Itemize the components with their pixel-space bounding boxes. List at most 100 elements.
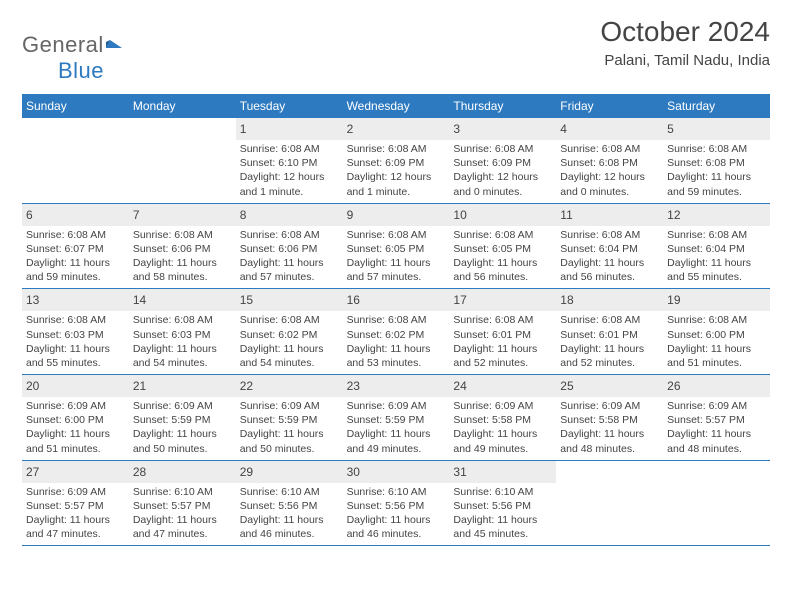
sunrise-text: Sunrise: 6:10 AM [453, 485, 552, 499]
day-cell-body: Sunrise: 6:09 AMSunset: 5:58 PMDaylight:… [449, 397, 556, 456]
sunset-text: Sunset: 6:03 PM [133, 328, 232, 342]
sunset-text: Sunset: 6:02 PM [347, 328, 446, 342]
sunrise-text: Sunrise: 6:09 AM [240, 399, 339, 413]
day-cell-body: Sunrise: 6:10 AMSunset: 5:56 PMDaylight:… [343, 483, 450, 542]
sunrise-text: Sunrise: 6:08 AM [667, 142, 766, 156]
header: General Blue October 2024 Palani, Tamil … [22, 16, 770, 84]
daylight-text: Daylight: 11 hours and 49 minutes. [347, 427, 446, 455]
day-cell-body: Sunrise: 6:08 AMSunset: 6:03 PMDaylight:… [129, 311, 236, 370]
day-number: 1 [240, 122, 247, 136]
day-cell-body: Sunrise: 6:08 AMSunset: 6:01 PMDaylight:… [449, 311, 556, 370]
daynum-row: 5 [663, 118, 770, 140]
day-header-fri: Friday [556, 94, 663, 118]
day-number: 11 [560, 208, 572, 222]
sunset-text: Sunset: 5:59 PM [347, 413, 446, 427]
daynum-row: 25 [556, 375, 663, 397]
day-cell-body: Sunrise: 6:08 AMSunset: 6:02 PMDaylight:… [343, 311, 450, 370]
day-number: 13 [26, 293, 39, 307]
title-block: October 2024 Palani, Tamil Nadu, India [600, 16, 770, 71]
daynum-row: 29 [236, 461, 343, 483]
daylight-text: Daylight: 11 hours and 56 minutes. [453, 256, 552, 284]
day-number: 25 [560, 379, 573, 393]
day-number: 19 [667, 293, 680, 307]
daynum-row: 15 [236, 289, 343, 311]
sunrise-text: Sunrise: 6:08 AM [133, 313, 232, 327]
day-number: 27 [26, 465, 39, 479]
sunrise-text: Sunrise: 6:10 AM [133, 485, 232, 499]
daylight-text: Daylight: 11 hours and 48 minutes. [667, 427, 766, 455]
week-row: 1Sunrise: 6:08 AMSunset: 6:10 PMDaylight… [22, 118, 770, 204]
daynum-row: 28 [129, 461, 236, 483]
day-number: 2 [347, 122, 354, 136]
daylight-text: Daylight: 11 hours and 59 minutes. [26, 256, 125, 284]
day-number: 20 [26, 379, 39, 393]
day-cell-body: Sunrise: 6:10 AMSunset: 5:56 PMDaylight:… [449, 483, 556, 542]
day-cell: 14Sunrise: 6:08 AMSunset: 6:03 PMDayligh… [129, 289, 236, 374]
daylight-text: Daylight: 11 hours and 50 minutes. [133, 427, 232, 455]
daylight-text: Daylight: 11 hours and 54 minutes. [240, 342, 339, 370]
day-cell-body: Sunrise: 6:08 AMSunset: 6:09 PMDaylight:… [449, 140, 556, 199]
day-number: 29 [240, 465, 253, 479]
day-cell: 8Sunrise: 6:08 AMSunset: 6:06 PMDaylight… [236, 204, 343, 289]
sunset-text: Sunset: 6:10 PM [240, 156, 339, 170]
day-header-sun: Sunday [22, 94, 129, 118]
day-cell [129, 118, 236, 203]
sunset-text: Sunset: 6:03 PM [26, 328, 125, 342]
day-number: 24 [453, 379, 466, 393]
sunrise-text: Sunrise: 6:08 AM [667, 313, 766, 327]
day-cell: 26Sunrise: 6:09 AMSunset: 5:57 PMDayligh… [663, 375, 770, 460]
sunset-text: Sunset: 6:07 PM [26, 242, 125, 256]
day-cell: 21Sunrise: 6:09 AMSunset: 5:59 PMDayligh… [129, 375, 236, 460]
sunrise-text: Sunrise: 6:08 AM [347, 228, 446, 242]
daylight-text: Daylight: 11 hours and 49 minutes. [453, 427, 552, 455]
daylight-text: Daylight: 12 hours and 0 minutes. [453, 170, 552, 198]
daylight-text: Daylight: 11 hours and 55 minutes. [26, 342, 125, 370]
day-cell: 22Sunrise: 6:09 AMSunset: 5:59 PMDayligh… [236, 375, 343, 460]
day-cell-body: Sunrise: 6:08 AMSunset: 6:06 PMDaylight:… [236, 226, 343, 285]
day-number: 18 [560, 293, 573, 307]
logo-text-2: Blue [58, 58, 104, 83]
daynum-row: 9 [343, 204, 450, 226]
daynum-row: 20 [22, 375, 129, 397]
day-cell: 12Sunrise: 6:08 AMSunset: 6:04 PMDayligh… [663, 204, 770, 289]
daylight-text: Daylight: 11 hours and 48 minutes. [560, 427, 659, 455]
day-cell: 1Sunrise: 6:08 AMSunset: 6:10 PMDaylight… [236, 118, 343, 203]
daylight-text: Daylight: 11 hours and 51 minutes. [667, 342, 766, 370]
daynum-row: 7 [129, 204, 236, 226]
sunrise-text: Sunrise: 6:10 AM [240, 485, 339, 499]
daylight-text: Daylight: 11 hours and 46 minutes. [347, 513, 446, 541]
daynum-row: 26 [663, 375, 770, 397]
day-cell: 29Sunrise: 6:10 AMSunset: 5:56 PMDayligh… [236, 461, 343, 546]
sunrise-text: Sunrise: 6:08 AM [560, 228, 659, 242]
day-header-thu: Thursday [449, 94, 556, 118]
day-number: 17 [453, 293, 466, 307]
daylight-text: Daylight: 11 hours and 56 minutes. [560, 256, 659, 284]
sunrise-text: Sunrise: 6:08 AM [347, 313, 446, 327]
daylight-text: Daylight: 11 hours and 57 minutes. [347, 256, 446, 284]
sunset-text: Sunset: 6:01 PM [453, 328, 552, 342]
daylight-text: Daylight: 11 hours and 50 minutes. [240, 427, 339, 455]
daynum-row: 11 [556, 204, 663, 226]
daylight-text: Daylight: 11 hours and 52 minutes. [560, 342, 659, 370]
day-cell-body: Sunrise: 6:09 AMSunset: 5:59 PMDaylight:… [236, 397, 343, 456]
day-header-row: Sunday Monday Tuesday Wednesday Thursday… [22, 94, 770, 118]
daynum-row: 21 [129, 375, 236, 397]
daynum-row: 6 [22, 204, 129, 226]
daynum-row: 24 [449, 375, 556, 397]
day-number: 28 [133, 465, 146, 479]
sunrise-text: Sunrise: 6:08 AM [240, 142, 339, 156]
day-cell: 28Sunrise: 6:10 AMSunset: 5:57 PMDayligh… [129, 461, 236, 546]
day-number: 30 [347, 465, 360, 479]
sunset-text: Sunset: 6:02 PM [240, 328, 339, 342]
day-cell: 5Sunrise: 6:08 AMSunset: 6:08 PMDaylight… [663, 118, 770, 203]
sunset-text: Sunset: 5:58 PM [560, 413, 659, 427]
daynum-row: 31 [449, 461, 556, 483]
daynum-row: 18 [556, 289, 663, 311]
day-cell-body: Sunrise: 6:08 AMSunset: 6:05 PMDaylight:… [449, 226, 556, 285]
day-cell-body: Sunrise: 6:08 AMSunset: 6:04 PMDaylight:… [663, 226, 770, 285]
sunset-text: Sunset: 6:00 PM [26, 413, 125, 427]
day-cell: 3Sunrise: 6:08 AMSunset: 6:09 PMDaylight… [449, 118, 556, 203]
daynum-row: 4 [556, 118, 663, 140]
sunset-text: Sunset: 5:57 PM [133, 499, 232, 513]
day-number: 5 [667, 122, 674, 136]
